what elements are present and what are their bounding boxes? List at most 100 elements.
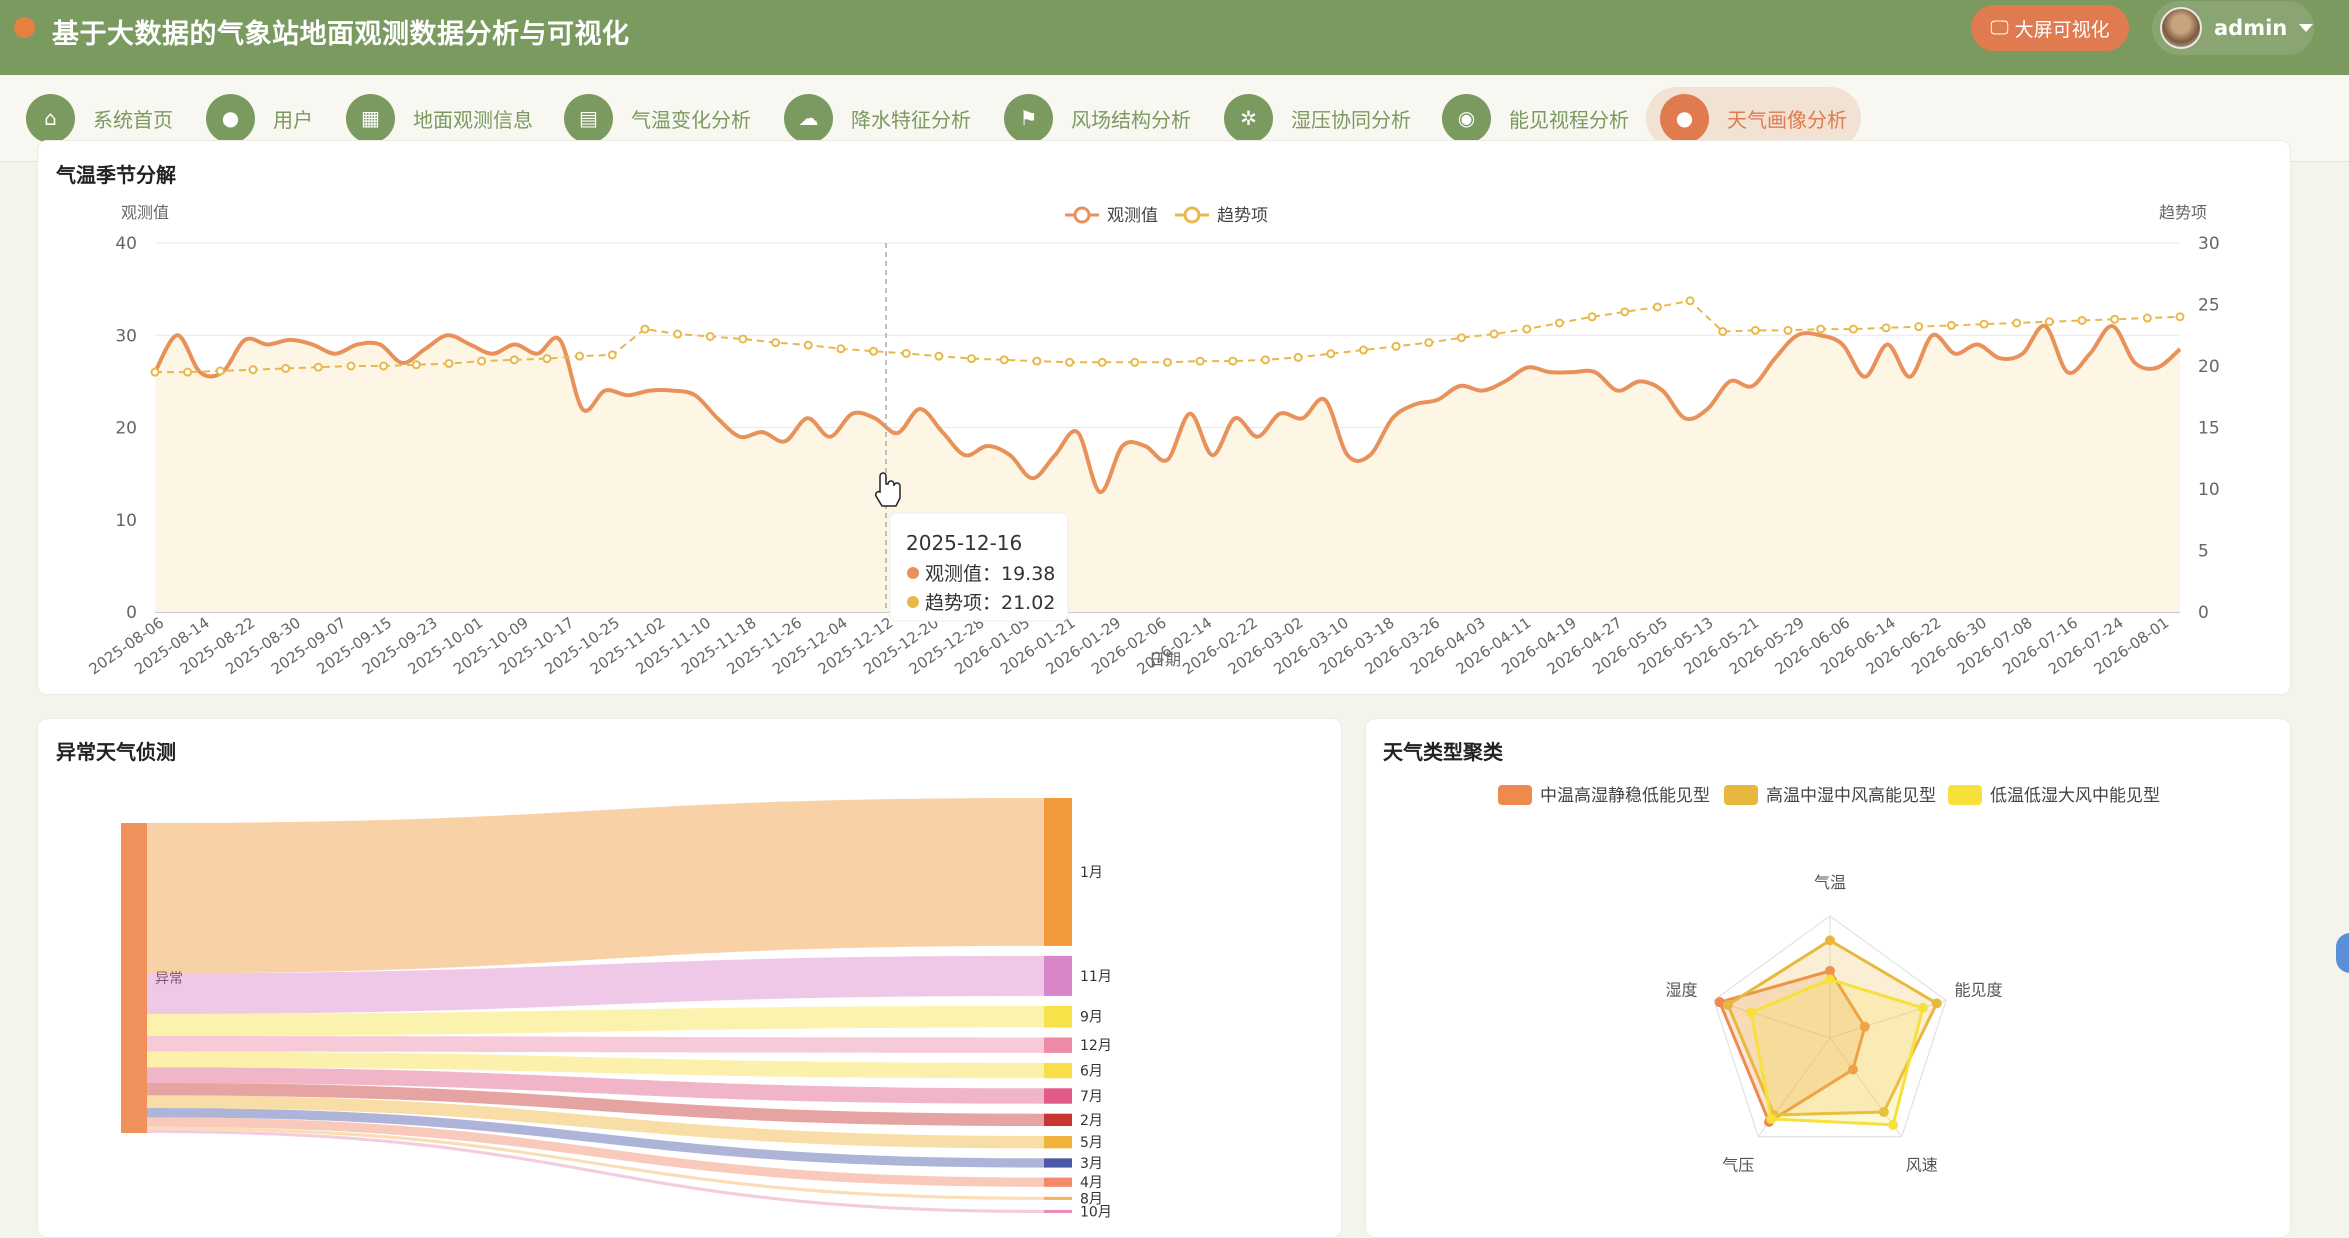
trend-point	[1065, 357, 1075, 367]
card-title: 气温季节分解	[56, 163, 176, 187]
trend-point	[1358, 345, 1368, 355]
sankey-link	[147, 1005, 1044, 1036]
radar-point	[1859, 1021, 1870, 1032]
radar-point	[1825, 965, 1835, 976]
grid-icon: ▦	[346, 93, 395, 143]
trend-point	[346, 361, 356, 371]
radar-point	[1931, 998, 1942, 1009]
nav-item-weather-profile[interactable]: ● 天气画像分析	[1646, 87, 1861, 149]
trend-point	[1260, 355, 1270, 365]
trend-point	[1881, 323, 1891, 333]
radar-indicator-label: 气压	[1722, 1155, 1754, 1174]
sankey-target-node	[1044, 1196, 1072, 1200]
trend-point	[1750, 325, 1760, 335]
radar-point	[1766, 1113, 1777, 1124]
nav-label: 降水特征分析	[851, 107, 971, 132]
sankey-link	[147, 1129, 1044, 1213]
user-icon: ●	[206, 93, 255, 143]
trend-point	[1293, 352, 1303, 362]
map-pin-icon: ●	[1660, 93, 1709, 143]
nav-item-precipitation[interactable]: ☁ 降水特征分析	[770, 87, 985, 149]
nav-item-wind[interactable]: ⚑ 风场结构分析	[990, 87, 1205, 149]
card-title: 异常天气侦测	[56, 740, 176, 764]
trend-point	[934, 351, 944, 361]
trend-point	[1718, 327, 1728, 337]
trend-point	[673, 329, 683, 339]
eye-icon: ◉	[1442, 93, 1491, 143]
sankey-link	[147, 1126, 1044, 1200]
radar-axis	[1713, 999, 1831, 1039]
sankey-target-node	[1044, 1088, 1072, 1104]
sankey-target-label: 11月	[1080, 969, 1112, 985]
trend-point	[1816, 324, 1826, 334]
sankey-source-node	[121, 823, 147, 1133]
trend-point	[1587, 312, 1597, 322]
floating-side-button[interactable]	[2336, 933, 2349, 973]
nav-item-visibility[interactable]: ◉ 能见视程分析	[1428, 87, 1643, 149]
sankey-link	[147, 955, 1044, 1015]
sankey-target-label: 9月	[1080, 1010, 1103, 1026]
sankey-target-node	[1044, 1136, 1072, 1149]
radar-indicator-label: 风速	[1906, 1155, 1938, 1174]
y-right-tick-label: 30	[2198, 234, 2220, 254]
sankey-link	[147, 1035, 1044, 1053]
sankey-link	[147, 1051, 1044, 1079]
presentation-chart-icon: ▤	[564, 93, 613, 143]
nav-label: 湿压协同分析	[1291, 107, 1411, 132]
sankey-target-label: 8月	[1080, 1191, 1103, 1207]
user-name: admin	[2214, 16, 2288, 40]
trend-point	[2044, 317, 2054, 327]
card-title: 天气类型聚类	[1383, 740, 1503, 764]
bigscreen-button[interactable]: 🖵 大屏可视化	[1971, 5, 2129, 51]
nav-item-home[interactable]: ⌂ 系统首页	[12, 87, 187, 149]
trend-point	[1228, 356, 1238, 366]
radar-point	[1722, 999, 1733, 1010]
nav-item-user[interactable]: ● 用户	[192, 87, 327, 149]
y-right-axis-title: 趋势项	[2159, 203, 2207, 222]
y-left-tick-label: 0	[126, 603, 137, 623]
trend-point	[248, 365, 258, 375]
trend-point	[1946, 320, 1956, 330]
aperture-icon: ✲	[1224, 93, 1273, 143]
radar-point	[1917, 1002, 1928, 1013]
monitor-icon: 🖵	[1990, 17, 2009, 39]
trend-point	[1848, 324, 1858, 334]
nav-item-observation[interactable]: ▦ 地面观测信息	[332, 87, 547, 149]
radar-series-polygon	[1749, 977, 1925, 1127]
user-menu[interactable]: admin	[2152, 1, 2314, 55]
trend-point	[542, 354, 552, 364]
y-left-tick-label: 10	[115, 511, 137, 531]
y-left-tick-label: 30	[115, 326, 137, 346]
legend-label: 低温低湿大风中能见型	[1990, 786, 2160, 806]
radar-point	[1888, 1119, 1899, 1130]
radar-point	[1746, 1007, 1757, 1018]
y-right-tick-label: 20	[2198, 357, 2220, 377]
trend-point	[215, 366, 225, 376]
trend-point	[803, 340, 813, 350]
sankey-target-label: 5月	[1080, 1135, 1103, 1151]
legend-swatch	[1724, 785, 1758, 805]
sankey-target-node	[1044, 1209, 1072, 1213]
trend-point	[2077, 315, 2087, 325]
nav-item-humidity-pressure[interactable]: ✲ 湿压协同分析	[1210, 87, 1425, 149]
trend-point	[967, 354, 977, 364]
tooltip-box	[889, 512, 1069, 622]
y-left-tick-label: 40	[115, 234, 137, 254]
y-right-tick-label: 0	[2198, 603, 2209, 623]
y-left-tick-label: 20	[115, 419, 137, 439]
trend-point	[836, 344, 846, 354]
trend-point	[313, 362, 323, 372]
trend-point	[444, 359, 454, 369]
sankey-target-label: 12月	[1080, 1038, 1112, 1054]
observed-area	[155, 325, 2180, 612]
trend-point	[2110, 314, 2120, 324]
legend-label: 观测值	[1107, 206, 1158, 226]
trend-point	[183, 367, 193, 377]
trend-point	[705, 331, 715, 341]
radar-axis	[1829, 1037, 1903, 1137]
nav-item-temperature[interactable]: ▤ 气温变化分析	[550, 87, 765, 149]
sankey-target-label: 10月	[1080, 1204, 1112, 1220]
